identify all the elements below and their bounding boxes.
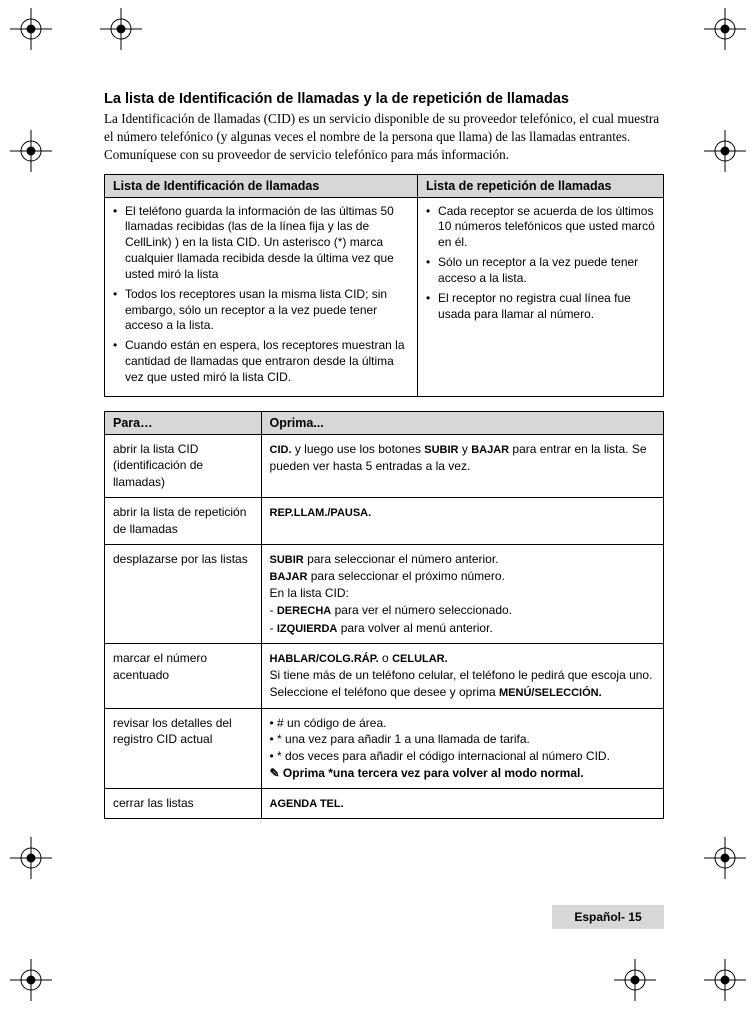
- table-row: desplazarse por las listas SUBIR para se…: [105, 544, 664, 643]
- table1-header-b: Lista de repetición de llamadas: [418, 174, 664, 197]
- para-cell: desplazarse por las listas: [105, 544, 262, 643]
- crosshair-icon: [704, 130, 746, 172]
- crosshair-icon: [704, 8, 746, 50]
- table-row: cerrar las listas AGENDA TEL.: [105, 788, 664, 818]
- crosshair-icon: [704, 837, 746, 879]
- list-item: Cada receptor se acuerda de los últimos …: [426, 204, 655, 251]
- oprima-cell: CID. y luego use los botones SUBIR y BAJ…: [261, 434, 663, 497]
- crosshair-icon: [100, 8, 142, 50]
- oprima-cell: HABLAR/COLG.RÁP. o CELULAR. Si tiene más…: [261, 644, 663, 709]
- list-item: El teléfono guarda la información de las…: [113, 204, 409, 283]
- table-row: marcar el número acentuado HABLAR/COLG.R…: [105, 644, 664, 709]
- para-cell: cerrar las listas: [105, 788, 262, 818]
- crosshair-icon: [704, 959, 746, 1001]
- feature-comparison-table: Lista de Identificación de llamadas List…: [104, 174, 664, 397]
- table1-cell-a: El teléfono guarda la información de las…: [105, 197, 418, 396]
- table2-header-para: Para…: [105, 411, 262, 434]
- para-cell: revisar los detalles del registro CID ac…: [105, 708, 262, 788]
- registration-mark-icon: [10, 959, 52, 1001]
- para-cell: marcar el número acentuado: [105, 644, 262, 709]
- oprima-cell: • # un código de área. • * una vez para …: [261, 708, 663, 788]
- page-content: La lista de Identificación de llamadas y…: [104, 90, 664, 819]
- page-footer: Español- 15: [552, 905, 664, 929]
- crosshair-icon: [614, 959, 656, 1001]
- note-icon: ✎: [270, 766, 280, 780]
- table-row: abrir la lista de repetición de llamadas…: [105, 498, 664, 545]
- table1-cell-b: Cada receptor se acuerda de los últimos …: [418, 197, 664, 396]
- oprima-cell: AGENDA TEL.: [261, 788, 663, 818]
- list-item: El receptor no registra cual línea fue u…: [426, 291, 655, 323]
- table-row: revisar los detalles del registro CID ac…: [105, 708, 664, 788]
- oprima-cell: SUBIR para seleccionar el número anterio…: [261, 544, 663, 643]
- registration-mark-icon: [10, 8, 52, 50]
- oprima-cell: REP.LLAM./PAUSA.: [261, 498, 663, 545]
- crosshair-icon: [10, 837, 52, 879]
- list-item: Sólo un receptor a la vez puede tener ac…: [426, 255, 655, 287]
- list-item: Cuando están en espera, los receptores m…: [113, 338, 409, 385]
- table-row: abrir la lista CID (identificación de ll…: [105, 434, 664, 497]
- crosshair-icon: [10, 130, 52, 172]
- intro-paragraph: La Identificación de llamadas (CID) es u…: [104, 110, 664, 163]
- table1-header-a: Lista de Identificación de llamadas: [105, 174, 418, 197]
- para-cell: abrir la lista de repetición de llamadas: [105, 498, 262, 545]
- table2-header-oprima: Oprima...: [261, 411, 663, 434]
- instructions-table: Para… Oprima... abrir la lista CID (iden…: [104, 411, 664, 820]
- para-cell: abrir la lista CID (identificación de ll…: [105, 434, 262, 497]
- page-title: La lista de Identificación de llamadas y…: [104, 90, 664, 108]
- list-item: Todos los receptores usan la misma lista…: [113, 287, 409, 334]
